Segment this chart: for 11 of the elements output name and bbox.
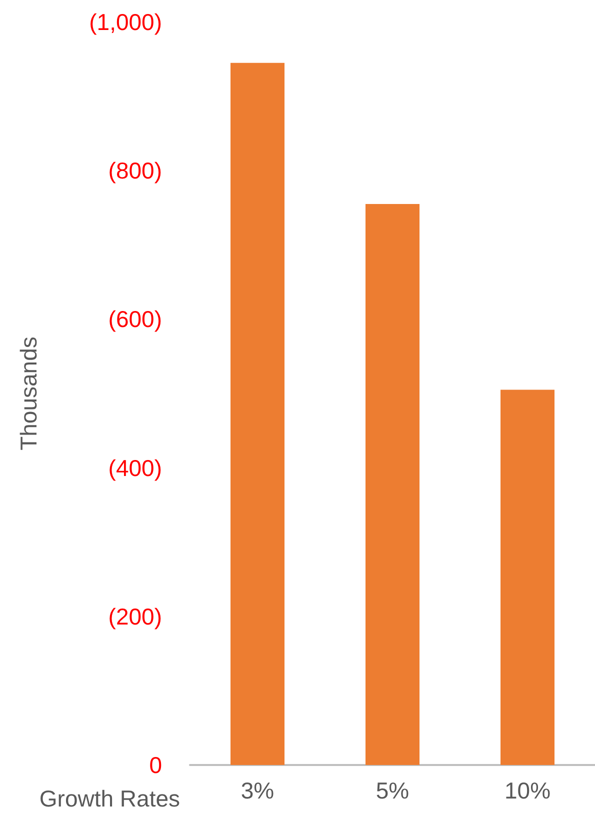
- y-axis-title: Thousands: [16, 336, 42, 450]
- y-tick-label: (1,000): [89, 9, 162, 35]
- y-tick-label: (600): [108, 306, 162, 332]
- y-tick-label: (800): [108, 158, 162, 184]
- x-tick-label: 3%: [240, 778, 274, 804]
- y-tick-label: (400): [108, 454, 162, 481]
- y-tick-label: (200): [108, 603, 162, 630]
- x-axis-title: Growth Rates: [39, 786, 180, 812]
- x-tick-label: 5%: [376, 778, 410, 804]
- x-tick-label: 10%: [504, 778, 551, 804]
- y-tick-label: 0: [149, 752, 162, 778]
